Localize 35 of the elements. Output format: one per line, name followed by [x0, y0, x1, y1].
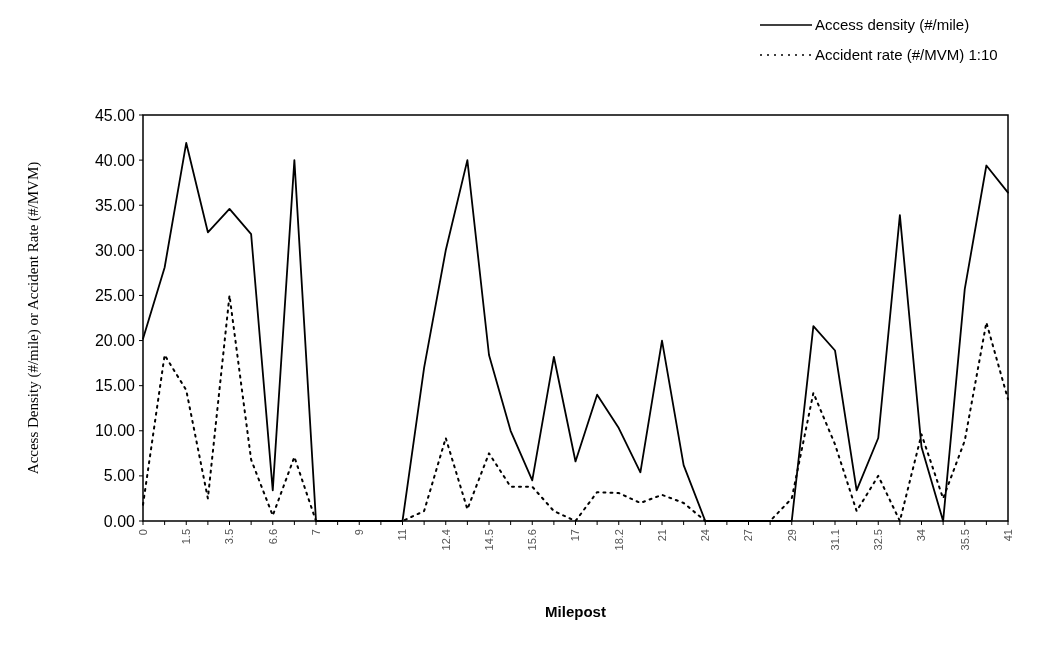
- x-tick-label: 0: [136, 529, 149, 536]
- y-tick-label: 45.00: [94, 106, 136, 124]
- legend-label: Access density (#/mile): [815, 16, 970, 34]
- x-tick-label: 18.2: [612, 529, 625, 551]
- y-tick-label: 30.00: [94, 241, 136, 259]
- x-tick-label: 31.1: [828, 529, 841, 551]
- x-tick-label: 14.5: [482, 529, 495, 551]
- x-tick-label: 6.6: [266, 529, 279, 545]
- x-tick-label: 7: [309, 529, 322, 536]
- x-tick-label: 35.5: [958, 529, 971, 551]
- x-tick-label: 12.4: [439, 529, 452, 551]
- y-tick-label: 15.00: [94, 377, 136, 395]
- y-tick-label: 25.00: [94, 287, 136, 305]
- x-tick-label: 34: [915, 529, 928, 542]
- x-tick-label: 1.5: [180, 529, 193, 545]
- y-tick-label: 10.00: [94, 422, 136, 440]
- x-tick-label: 29: [785, 529, 798, 542]
- x-tick-label: 17: [569, 529, 582, 542]
- y-tick-label: 0.00: [103, 512, 136, 530]
- y-tick-label: 20.00: [94, 332, 136, 350]
- x-tick-label: 15.6: [526, 529, 539, 551]
- x-tick-label: 3.5: [223, 529, 236, 545]
- y-tick-label: 40.00: [94, 151, 136, 169]
- x-tick-label: 41: [1001, 529, 1014, 542]
- x-tick-label: 21: [655, 529, 668, 542]
- y-axis-title: Access Density (#/mile) or Accident Rate (#/MVM): [25, 161, 42, 475]
- x-tick-label: 24: [699, 529, 712, 542]
- y-tick-label: 35.00: [94, 196, 136, 214]
- legend-label: Accident rate (#/MVM) 1:10: [815, 46, 998, 64]
- x-tick-label: 32.5: [872, 529, 885, 551]
- x-tick-label: 9: [353, 529, 366, 536]
- x-axis-title: Milepost: [545, 603, 606, 620]
- x-tick-label: 11: [396, 529, 409, 541]
- y-tick-label: 5.00: [103, 467, 136, 485]
- x-tick-label: 27: [742, 529, 755, 542]
